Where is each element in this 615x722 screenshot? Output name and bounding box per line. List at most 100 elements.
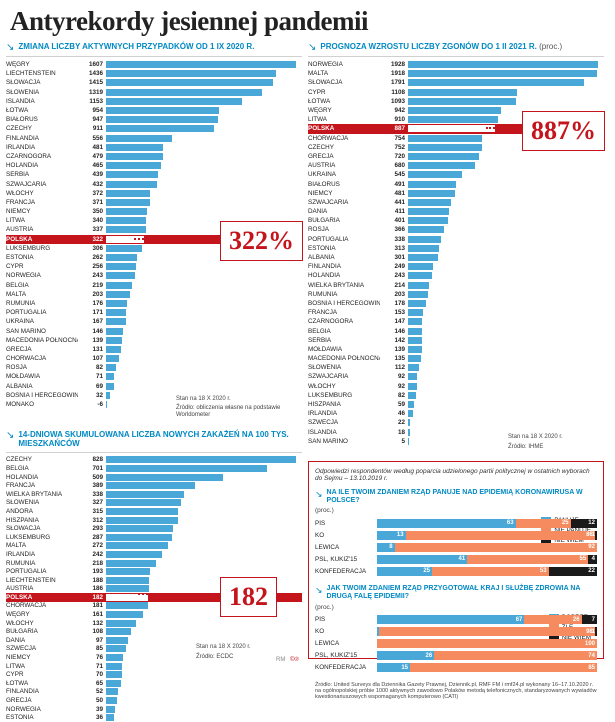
bar [106,291,130,298]
panel3-header: 14-DNIOWA SKUMULOWANA LICZBA NOWYCH ZAKA… [18,431,302,449]
segment: 55 [467,555,588,564]
row-label: LUKSEMBURG [308,392,380,399]
row-label: SŁOWENIA [308,364,380,371]
row-value: 243 [383,272,405,279]
row-label: CZARNOGÓRA [308,318,380,325]
bar-row: HOLANDIA509 [6,473,302,482]
bar-row: WĘGRY1607 [6,60,302,69]
row-value: 313 [383,245,405,252]
bar-row: DANIA411 [308,207,604,216]
bar-row: NIEMCY350 [6,207,302,216]
row-label: CZECHY [6,456,78,463]
row-value: 1928 [383,61,405,68]
bar [106,70,276,77]
segment: 1 [595,531,597,540]
row-value: 139 [383,346,405,353]
bar [106,525,173,532]
row-value: 203 [383,291,405,298]
row-value: 147 [383,318,405,325]
segment: 26 [524,615,581,624]
row-label: ESTONIA [308,245,380,252]
arrow-icon: ↘ [6,431,14,441]
row-value: 911 [81,125,103,132]
row-label: FRANCJA [6,482,78,489]
stacked-row: PSL, KUKIZ'1541554 [315,553,597,565]
bar [106,300,127,307]
row-label: MOŁDAWIA [6,373,78,380]
panel-active-cases: ↘ ZMIANA LICZBY AKTYWNYCH PRZYPADKÓW OD … [6,41,302,421]
row-value: 680 [383,162,405,169]
bar [408,346,422,353]
row-value: 176 [81,300,103,307]
bar-row: HOLANDIA465 [6,161,302,170]
row-value: 59 [383,401,405,408]
bar-row: NIEMCY481 [308,189,604,198]
row-value: 193 [81,568,103,575]
bar-row: GRECJA131 [6,345,302,354]
bar-row: RUMUNIA218 [6,559,302,568]
row-label: SZWECJA [6,645,78,652]
segment: 92 [395,543,597,552]
bar [408,401,414,408]
bar-row: SERBIA142 [308,336,604,345]
row-label: NORWEGIA [6,272,78,279]
arrow-icon: ↘ [308,43,316,53]
row-value: 954 [81,107,103,114]
panel2-foot2: Źródło: IHME [508,444,543,451]
callout-1: 322% [220,221,303,261]
bar [106,688,118,695]
bar [106,577,149,584]
segment: 7 [582,615,597,624]
row-value: 338 [81,491,103,498]
row-value: 439 [81,171,103,178]
row-label: ROSJA [6,364,78,371]
row-value: 372 [81,190,103,197]
bar [408,254,438,261]
segment: 98 [379,627,595,636]
panel3-foot2: Źródło: ECDC [196,654,233,661]
bar [106,680,121,687]
stacked-row: LEWICA100 [315,638,597,650]
row-value: 97 [81,637,103,644]
row-label: AUSTRIA [308,162,380,169]
row-value: 401 [383,217,405,224]
segment: 22 [549,567,597,576]
bar-row: NIEMCY76 [6,653,302,662]
bar-row: BIAŁORUŚ491 [308,179,604,188]
row-label: FRANCJA [6,199,78,206]
row-value: 887 [383,125,405,132]
row-value: 322 [81,236,103,243]
bar [408,419,410,426]
panel1-header: ZMIANA LICZBY AKTYWNYCH PRZYPADKÓW OD 1 … [18,43,254,52]
row-label: WĘGRY [6,611,78,618]
row-value: 262 [81,254,103,261]
bar [408,70,597,77]
bar [408,291,428,298]
bar [106,61,296,68]
panel1-foot1: Stan na 18 X 2020 r. [176,396,231,403]
bar [106,135,172,142]
row-label: CZECHY [6,125,78,132]
bar [106,456,296,463]
bar [106,328,123,335]
row-value: 82 [383,392,405,399]
row-label: ALBANIA [6,383,78,390]
bar-row: LITWA71 [6,662,302,671]
row-value: 69 [81,383,103,390]
bar-row: SŁOWACJA1415 [6,78,302,87]
row-value: 306 [81,245,103,252]
bar-row: WIELKA BRYTANIA214 [308,281,604,290]
row-label: FRANCJA [308,309,380,316]
bar [408,392,416,399]
bar [106,153,163,160]
row-label: HISZPANIA [6,517,78,524]
row-label: NORWEGIA [6,706,78,713]
bar-row: WŁOCHY372 [6,189,302,198]
row-label: MOŁDAWIA [308,346,380,353]
row-value: 203 [81,291,103,298]
row-value: 256 [81,263,103,270]
row-value: 389 [81,482,103,489]
row-value: 1415 [81,79,103,86]
row-value: 338 [383,236,405,243]
row-value: 70 [81,671,103,678]
